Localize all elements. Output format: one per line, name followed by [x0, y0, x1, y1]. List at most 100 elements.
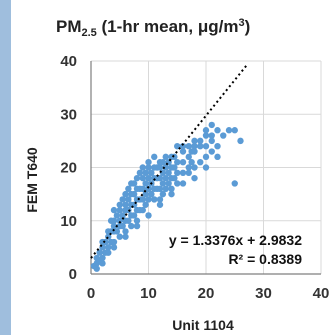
data-point — [142, 169, 149, 177]
data-point — [231, 127, 238, 134]
data-point — [139, 206, 146, 214]
chart-title: PM2.5 (1-hr mean, μg/m3) — [56, 17, 250, 39]
data-point — [225, 127, 233, 134]
data-point — [208, 121, 215, 129]
trendline-group — [90, 65, 248, 259]
data-point — [148, 190, 155, 198]
data-point — [159, 158, 167, 166]
data-point — [96, 249, 103, 256]
data-point — [185, 169, 192, 177]
data-point — [159, 190, 167, 198]
data-point — [165, 180, 172, 187]
data-point — [162, 174, 169, 182]
title-superscript: 3 — [239, 17, 245, 29]
y-axis-title: FEM T640 — [24, 147, 40, 213]
data-point — [191, 137, 198, 145]
data-point — [116, 206, 123, 214]
data-point — [122, 233, 129, 240]
data-point — [197, 137, 204, 145]
data-point — [159, 180, 167, 187]
data-point — [136, 169, 144, 177]
data-point — [197, 158, 204, 166]
data-point — [179, 169, 187, 177]
data-point — [151, 153, 158, 161]
data-point — [156, 201, 164, 208]
x-tick-label: 20 — [198, 285, 215, 302]
data-point — [214, 143, 221, 150]
data-point — [151, 196, 158, 203]
data-point — [133, 222, 141, 230]
data-point — [125, 196, 132, 203]
data-point — [130, 190, 138, 198]
axes — [90, 61, 321, 275]
data-point — [185, 153, 192, 161]
y-tick-label: 20 — [60, 160, 77, 177]
data-point — [145, 174, 152, 182]
data-point — [122, 190, 129, 198]
data-point — [197, 143, 204, 150]
data-point — [145, 164, 152, 171]
data-point — [142, 180, 149, 187]
data-point — [185, 143, 192, 150]
data-point — [179, 148, 187, 155]
data-point — [119, 196, 126, 203]
y-tick-label: 10 — [60, 213, 77, 230]
data-point — [139, 185, 146, 192]
data-point — [162, 153, 169, 161]
left-accent-bar — [0, 0, 11, 335]
data-point — [119, 222, 126, 230]
data-point — [139, 174, 146, 182]
data-point — [188, 158, 195, 166]
data-point — [93, 265, 100, 272]
data-point — [179, 158, 187, 166]
data-point — [105, 249, 112, 256]
x-tick-label: 30 — [255, 285, 272, 302]
data-points — [90, 121, 244, 272]
data-point — [168, 190, 175, 198]
data-point — [237, 137, 244, 145]
data-point — [162, 185, 169, 192]
data-point — [168, 185, 175, 192]
data-point — [202, 164, 210, 171]
data-point — [145, 158, 152, 166]
data-point — [130, 212, 138, 219]
data-point — [122, 201, 129, 208]
data-point — [174, 158, 181, 166]
data-point — [179, 180, 187, 187]
data-point — [125, 206, 132, 214]
data-point — [214, 127, 221, 134]
data-point — [139, 164, 146, 171]
data-point — [113, 228, 121, 235]
title-rest: (1-hr mean, μg/m — [97, 17, 239, 36]
tick-labels: 0 10 20 30 40 0 10 20 30 40 — [60, 53, 329, 302]
regression-equation: y = 1.3376x + 2.9832 — [169, 232, 302, 248]
data-point — [202, 153, 210, 161]
data-point — [133, 217, 141, 224]
data-point — [165, 169, 172, 177]
data-point — [99, 260, 106, 267]
data-point — [116, 233, 123, 240]
data-point — [171, 174, 178, 182]
data-point — [156, 164, 164, 171]
title-end: ) — [245, 17, 251, 36]
data-point — [125, 217, 132, 224]
data-point — [110, 244, 118, 251]
data-point — [125, 185, 132, 192]
data-point — [171, 164, 178, 171]
x-tick-label: 10 — [140, 285, 157, 302]
data-point — [191, 174, 198, 182]
data-point — [122, 228, 129, 235]
data-point — [110, 217, 118, 224]
data-point — [99, 254, 106, 262]
title-main: PM — [56, 17, 82, 36]
data-point — [142, 201, 149, 208]
data-point — [142, 190, 149, 198]
data-point — [208, 137, 215, 145]
title-subscript: 2.5 — [82, 27, 97, 39]
trendline — [90, 65, 248, 259]
data-point — [231, 180, 238, 187]
data-point — [139, 196, 146, 203]
r-squared-label: R² = 0.8389 — [228, 251, 302, 267]
data-point — [145, 212, 152, 219]
data-point — [133, 174, 141, 182]
